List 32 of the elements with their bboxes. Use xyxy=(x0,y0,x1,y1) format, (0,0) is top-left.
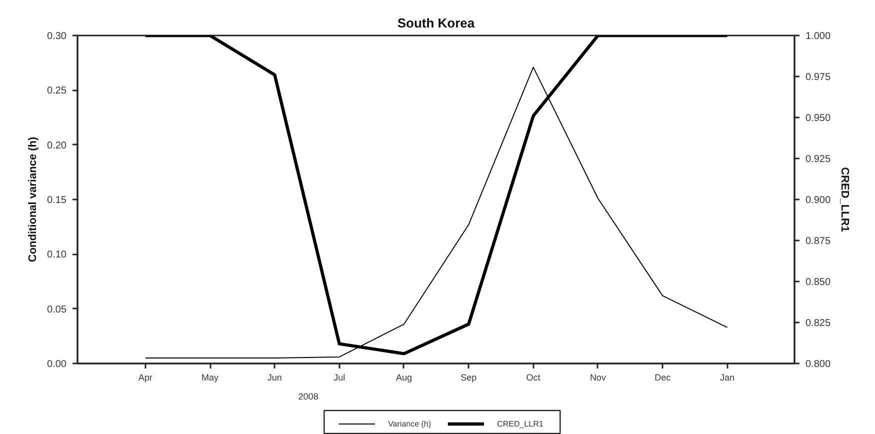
y2-tick-label: 0.850 xyxy=(806,277,831,288)
chart-title: South Korea xyxy=(397,16,476,30)
x-tick-label: Jul xyxy=(334,372,346,382)
legend-label: Variance (h) xyxy=(388,420,432,428)
x-tick-label: Jun xyxy=(267,372,282,382)
y-tick-label: 0.30 xyxy=(47,31,67,42)
y2-tick-label: 0.875 xyxy=(806,236,831,247)
y-tick-label: 0.25 xyxy=(47,86,67,97)
y2-tick-label: 0.825 xyxy=(806,318,831,329)
y2-axis-title: CRED_LLR1 xyxy=(838,167,851,232)
y2-tick-label: 0.800 xyxy=(806,359,831,370)
y2-tick-label: 0.925 xyxy=(806,154,831,165)
y2-tick-label: 0.950 xyxy=(806,113,831,124)
text: 2008 xyxy=(298,392,318,402)
x-tick-label: Oct xyxy=(526,372,541,382)
y-tick-label: 0.15 xyxy=(47,195,67,206)
y2-tick-label: 1.000 xyxy=(806,31,831,42)
x-tick-label: Sep xyxy=(460,372,477,382)
x-tick-label: Apr xyxy=(138,372,152,382)
y-tick-label: 0.10 xyxy=(47,250,67,261)
y-axis-title: Conditional variance (h) xyxy=(27,136,40,262)
x-tick-label: Aug xyxy=(396,372,412,382)
x-tick-label: Dec xyxy=(654,372,672,382)
legend-label: CRED_LLR1 xyxy=(497,420,544,428)
y2-tick-label: 0.975 xyxy=(806,72,831,83)
x-tick-label: Jan xyxy=(720,372,735,382)
y-tick-label: 0.20 xyxy=(47,140,67,152)
y2-tick-label: 0.900 xyxy=(806,195,831,206)
y-tick-label: 0.05 xyxy=(47,304,67,316)
x-tick-label: May xyxy=(202,372,220,382)
y-tick-label: 0.00 xyxy=(47,359,67,370)
x-tick-label: Nov xyxy=(590,372,606,382)
